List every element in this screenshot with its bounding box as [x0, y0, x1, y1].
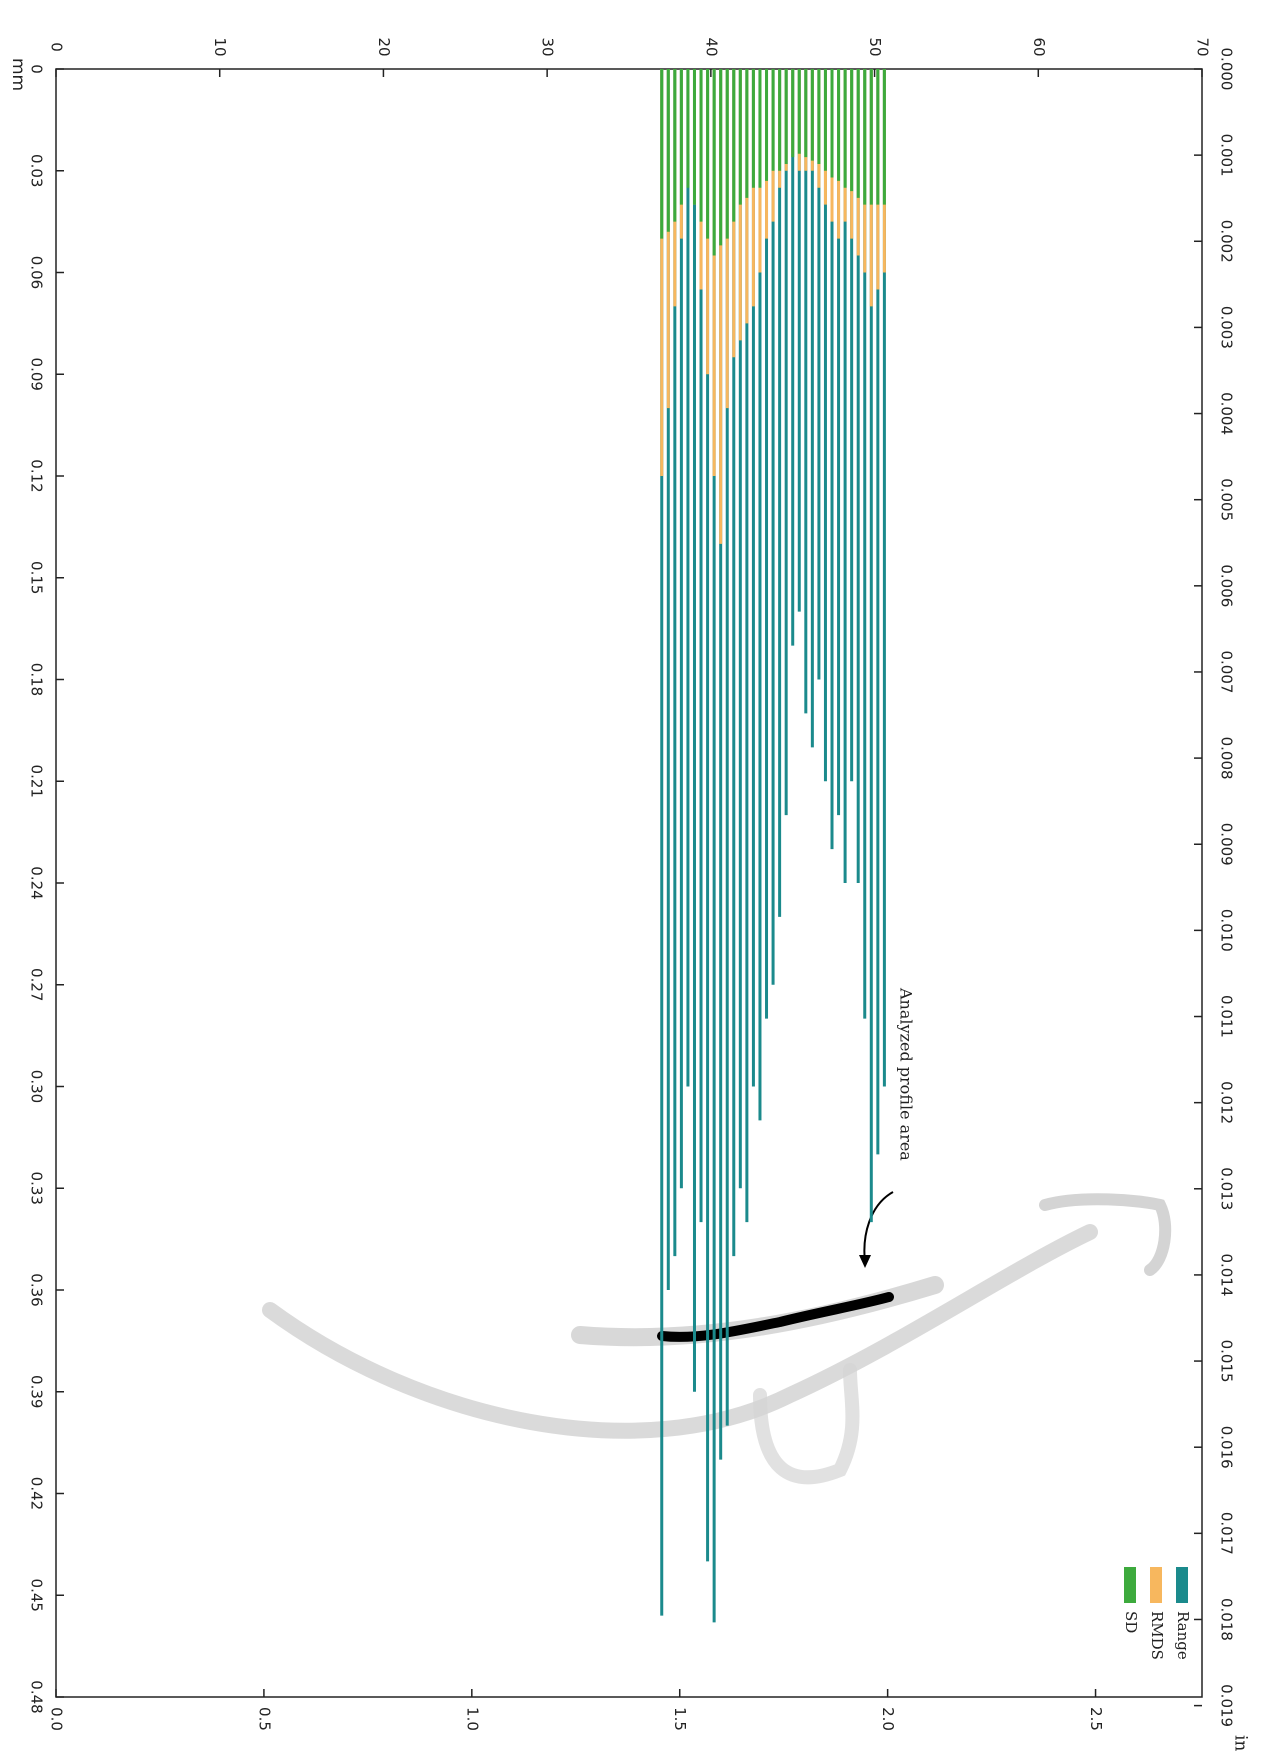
y2-tick-label: 0.018 — [1218, 1598, 1236, 1641]
y2-tick-label: 0.002 — [1218, 220, 1236, 263]
y2-tick-label: 0.009 — [1218, 823, 1236, 866]
x-tick-label: 50 — [866, 37, 884, 56]
y2-tick-label: 0.006 — [1218, 564, 1236, 607]
y2-tick-label: 0.011 — [1218, 995, 1236, 1038]
y2-tick-label: 0.007 — [1218, 650, 1236, 693]
y-tick-label: 0.27 — [28, 968, 46, 1001]
legend-swatch — [1176, 1567, 1188, 1603]
y-tick-label: 0.15 — [28, 561, 46, 594]
y-tick-label: 0.21 — [28, 765, 46, 798]
x-tick-label: 60 — [1030, 37, 1048, 56]
x2-tick-label: 1.5 — [671, 1707, 689, 1731]
legend-label: SD — [1122, 1611, 1140, 1633]
plot-frame — [55, 68, 1203, 1698]
y2-tick-label: 0.001 — [1218, 134, 1236, 177]
y-tick-label: 0.03 — [28, 154, 46, 187]
x2-tick-label: 2.5 — [1087, 1707, 1105, 1731]
x-tick-label: 20 — [375, 37, 393, 56]
y-tick-label: 0.18 — [28, 663, 46, 696]
y-tick-label: 0.06 — [28, 256, 46, 289]
y2-tick-label: 0.003 — [1218, 306, 1236, 349]
y-tick-label: 0.30 — [28, 1070, 46, 1103]
y-tick-label: 0.24 — [28, 866, 46, 899]
y2-tick-label: 0.016 — [1218, 1426, 1236, 1469]
y-tick-label: 0.36 — [28, 1273, 46, 1306]
y2-tick-label: 0.008 — [1218, 737, 1236, 780]
y2-tick-label: 0.014 — [1218, 1253, 1236, 1296]
annotation-arrow — [863, 1191, 894, 1263]
x-tick-label: 0 — [48, 42, 66, 52]
legend-label: Range — [1174, 1611, 1192, 1660]
y2-tick-label: 0.010 — [1218, 909, 1236, 952]
x-tick-label: 70 — [1194, 37, 1212, 56]
x2-tick-label: 0.5 — [255, 1707, 273, 1731]
legend-label: RMDS — [1148, 1611, 1166, 1660]
annotation: Analyzed profile area — [897, 987, 916, 1161]
y2-tick-label: 0.004 — [1218, 392, 1236, 435]
x2-tick-label: 1.0 — [463, 1707, 481, 1731]
y2-tick-label: 0.017 — [1218, 1512, 1236, 1555]
x-tick-label: 10 — [211, 37, 229, 56]
x-axis-label: mm — [8, 58, 28, 91]
legend-swatch — [1150, 1567, 1162, 1603]
x2-tick-label: 2.0 — [879, 1707, 897, 1731]
y2-tick-label: 0.005 — [1218, 478, 1236, 521]
x2-axis-label: in — [1231, 1735, 1251, 1751]
y-tick-label: 0.45 — [28, 1579, 46, 1612]
x-tick-label: 30 — [539, 37, 557, 56]
y2-tick-label: 0.012 — [1218, 1081, 1236, 1124]
y-tick-label: 0.33 — [28, 1172, 46, 1205]
legend-swatch — [1124, 1567, 1136, 1603]
y-tick-label: 0 — [28, 64, 46, 74]
x-tick-label: 40 — [702, 37, 720, 56]
y2-tick-label: 0.013 — [1218, 1167, 1236, 1210]
y-tick-label: 0.09 — [28, 358, 46, 391]
y-tick-label: 0.12 — [28, 459, 46, 492]
x2-tick-label: 0.0 — [48, 1707, 66, 1731]
profile-line — [657, 1292, 894, 1342]
y-tick-label: 0.39 — [28, 1375, 46, 1408]
y-tick-label: 0.42 — [28, 1477, 46, 1510]
y2-tick-label: 0.019 — [1218, 1684, 1236, 1727]
y-tick-label: 0.48 — [28, 1680, 46, 1713]
y2-tick-label: 0.015 — [1218, 1340, 1236, 1383]
arrow-head — [859, 1255, 871, 1268]
y2-tick-label: 0.000 — [1218, 48, 1236, 91]
